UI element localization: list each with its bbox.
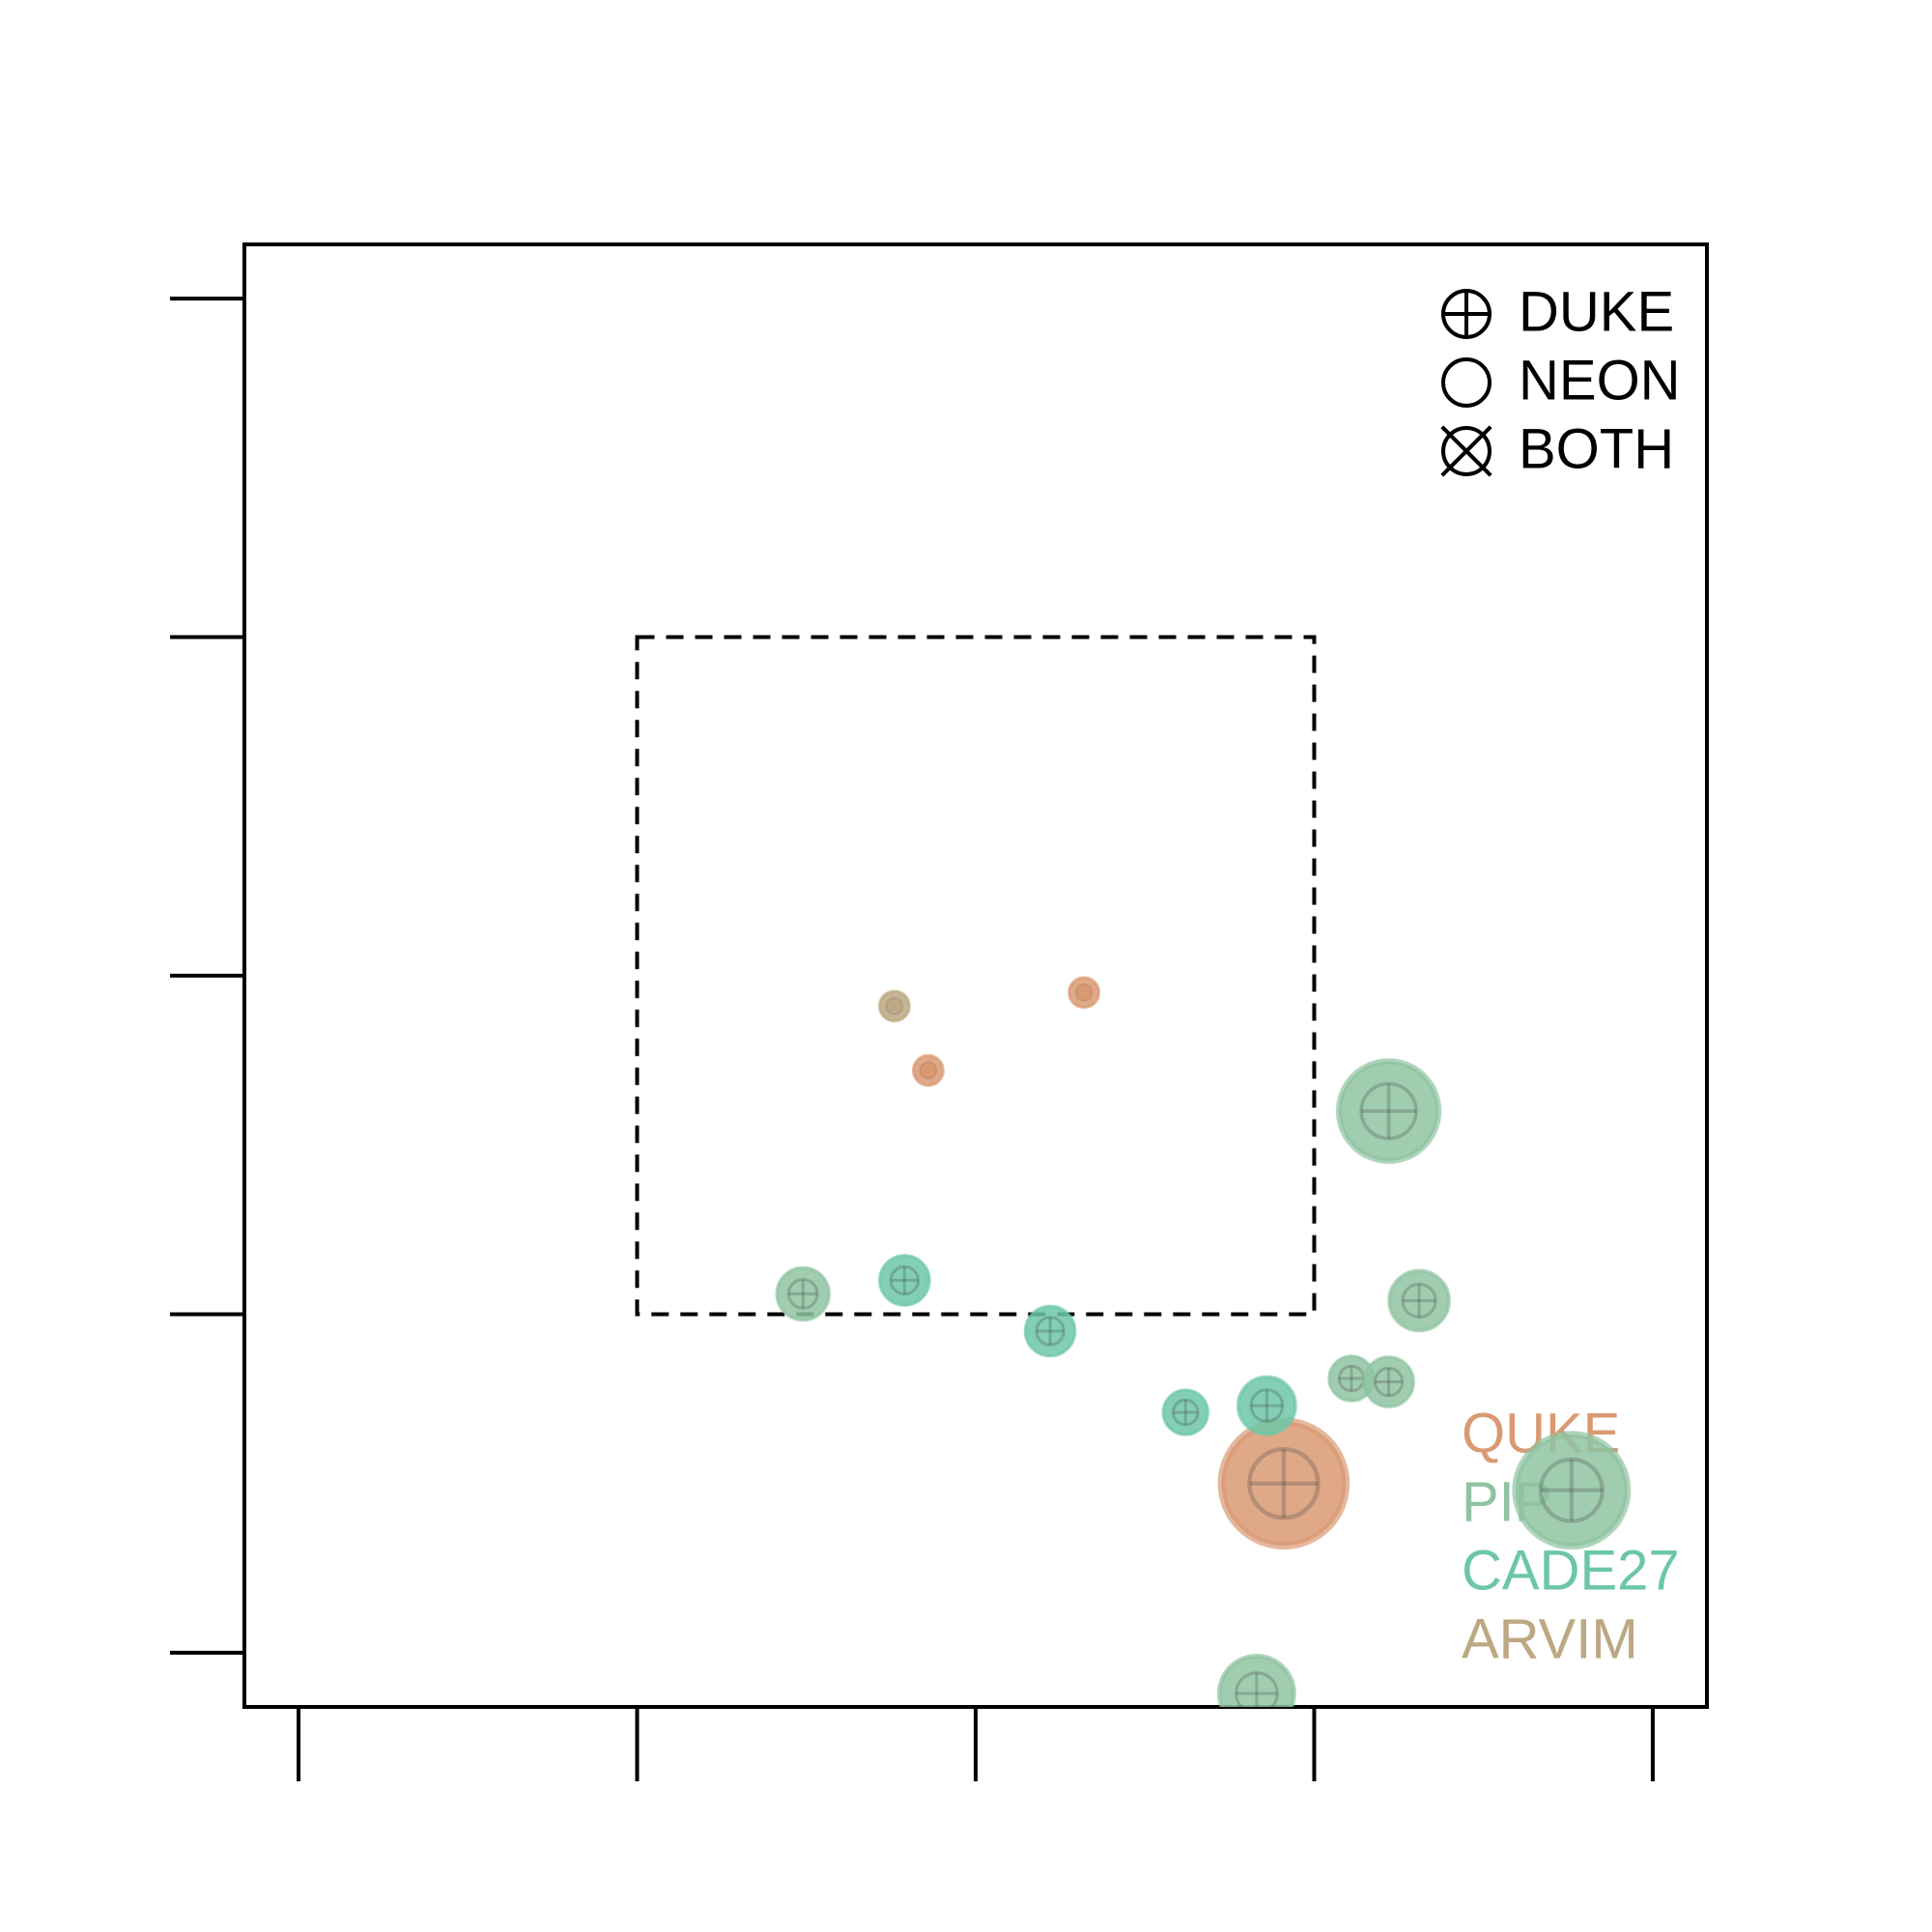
symbol-circle	[1249, 1388, 1285, 1423]
point	[877, 989, 911, 1023]
point-body	[1387, 1268, 1451, 1333]
point	[1067, 976, 1101, 1009]
point	[1236, 1375, 1297, 1436]
symbol-circle	[889, 1264, 921, 1296]
point-symbol	[1035, 1316, 1065, 1347]
point-symbol	[1235, 1671, 1279, 1707]
point	[1327, 1354, 1376, 1403]
point	[1216, 1654, 1296, 1707]
symbol-circle	[1359, 1082, 1418, 1141]
point-symbol	[1359, 1082, 1418, 1141]
point-body	[878, 1254, 931, 1307]
point-symbol	[1401, 1282, 1437, 1319]
symbol-circle	[1247, 1447, 1321, 1520]
symbol-circle	[1373, 1366, 1405, 1398]
point-symbol	[1249, 1388, 1285, 1423]
legend-label: NEON	[1519, 349, 1681, 412]
point-symbol	[1538, 1457, 1605, 1523]
legend-symbol	[1441, 289, 1492, 339]
point-symbol	[1247, 1447, 1321, 1520]
point-core	[919, 1061, 938, 1080]
legend-symbol	[1440, 425, 1492, 477]
point-body	[1161, 1388, 1209, 1436]
point-symbol	[1337, 1364, 1366, 1393]
region-box	[635, 635, 1317, 1317]
point-symbol	[786, 1278, 819, 1310]
point	[878, 1254, 931, 1307]
point	[1387, 1268, 1451, 1333]
point-body	[775, 1265, 831, 1322]
symbol-circle	[1401, 1282, 1437, 1319]
point	[1335, 1058, 1442, 1164]
point-core	[1074, 983, 1094, 1003]
symbol-line	[1440, 425, 1492, 477]
point-body	[1023, 1304, 1077, 1358]
point-body	[1216, 1654, 1296, 1707]
point	[911, 1054, 945, 1088]
point	[1161, 1388, 1209, 1436]
point-symbol	[889, 1264, 921, 1296]
symbol-circle	[1538, 1457, 1605, 1523]
legend-label: DUKE	[1519, 280, 1674, 343]
legend-label: BOTH	[1519, 417, 1674, 480]
point-body	[1512, 1431, 1632, 1550]
symbol-circle	[1035, 1316, 1065, 1347]
symbol-circle	[786, 1278, 819, 1310]
point-core	[885, 997, 904, 1016]
point-body	[1236, 1375, 1297, 1436]
point	[1362, 1355, 1415, 1408]
point-body	[1335, 1058, 1442, 1164]
point	[1512, 1431, 1632, 1550]
point	[1023, 1304, 1077, 1358]
points	[775, 976, 1632, 1707]
symbol-circle	[1441, 426, 1492, 476]
symbol-circle	[1235, 1671, 1279, 1707]
symbol-circle	[1172, 1398, 1200, 1427]
legend-label: ARVIM	[1462, 1607, 1638, 1670]
point	[1217, 1417, 1350, 1549]
point-symbol	[1373, 1366, 1405, 1398]
point-symbol	[1172, 1398, 1200, 1427]
point	[775, 1265, 831, 1322]
point-body	[1362, 1355, 1415, 1408]
legend-symbol	[1441, 357, 1492, 408]
symbol-circle	[1441, 357, 1492, 408]
